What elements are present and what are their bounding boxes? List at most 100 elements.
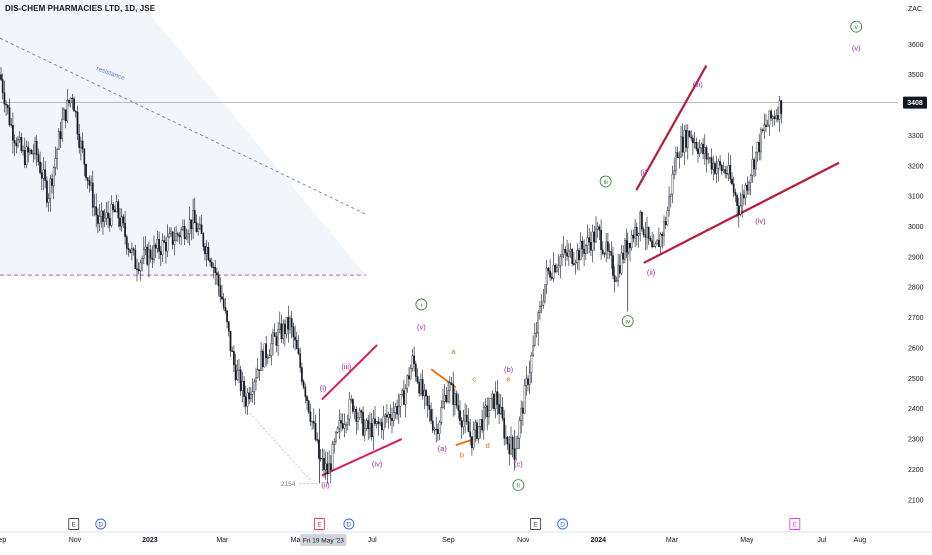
dividend-marker[interactable] xyxy=(95,518,107,530)
candle-body xyxy=(98,216,101,224)
candle-body xyxy=(736,195,738,206)
dividend-marker[interactable] xyxy=(557,518,569,530)
candle-body xyxy=(573,263,575,265)
candle-body xyxy=(743,194,745,199)
currency-label: ZAC xyxy=(908,6,922,13)
candle-body xyxy=(690,136,693,139)
wave-label: (i) xyxy=(640,168,647,177)
candle-body xyxy=(83,148,86,165)
candle-body xyxy=(95,206,98,216)
candle-body xyxy=(112,204,115,211)
candle-body xyxy=(192,210,194,230)
candle-body xyxy=(270,343,273,357)
line-diagonal-2-lower xyxy=(643,161,840,264)
candle-body xyxy=(180,229,183,238)
candle-body xyxy=(703,147,706,154)
candle-body xyxy=(311,421,313,423)
line-wave-b-upper xyxy=(430,368,457,389)
candle-body xyxy=(46,180,48,203)
y-tick-label: 3200 xyxy=(908,163,924,170)
candle-body xyxy=(590,242,592,251)
wave-label: iii xyxy=(603,179,607,186)
candle-body xyxy=(533,333,536,346)
candle-body xyxy=(430,409,432,421)
candle-body xyxy=(476,422,478,439)
candle-body xyxy=(176,233,179,236)
candle-body xyxy=(678,156,681,158)
candle-body xyxy=(505,436,507,439)
candle-body xyxy=(693,142,696,144)
wave-label: (a) xyxy=(438,444,448,453)
candle-body xyxy=(760,129,762,153)
candle-body xyxy=(51,178,53,186)
candle-body xyxy=(265,343,268,358)
candle-body xyxy=(637,233,640,236)
candle-body xyxy=(656,239,659,245)
candle-body xyxy=(188,219,191,234)
candle-body xyxy=(343,424,346,429)
candle-body xyxy=(557,265,560,269)
candle-body xyxy=(516,437,519,450)
earnings-marker[interactable] xyxy=(530,518,542,530)
candle-body xyxy=(686,130,689,148)
candle-body xyxy=(3,92,6,105)
candle-body xyxy=(471,436,473,448)
candle-body xyxy=(581,241,584,250)
candle-body xyxy=(622,252,625,260)
candle-body xyxy=(761,129,764,131)
candle-body xyxy=(268,355,271,358)
candle-body xyxy=(352,399,354,412)
dividend-marker[interactable] xyxy=(343,518,355,530)
candle-body xyxy=(74,111,77,113)
candle-body xyxy=(666,210,669,226)
candle-body xyxy=(435,428,438,431)
x-tick-label: Jul xyxy=(817,537,826,544)
candle-body xyxy=(522,407,524,414)
candle-body xyxy=(119,217,121,227)
wave-label: e xyxy=(506,374,510,383)
candle-body xyxy=(289,318,291,330)
candle-body xyxy=(641,211,643,230)
candle-body xyxy=(717,161,720,169)
candle-body xyxy=(474,422,477,431)
candle-body xyxy=(93,206,96,208)
candle-body xyxy=(771,116,774,119)
candle-body xyxy=(294,336,296,341)
candle-body xyxy=(8,107,11,125)
candle-body xyxy=(120,216,123,227)
candle-body xyxy=(314,423,317,440)
x-axis: Sep Nov 2023 Mar May Jul Sep Nov 2024 Mar May Jul Au… xyxy=(0,531,932,546)
earnings-marker[interactable] xyxy=(313,518,325,530)
candle-body xyxy=(277,329,279,346)
earnings-marker[interactable] xyxy=(68,518,80,530)
candle-body xyxy=(239,369,242,391)
candle-body xyxy=(380,422,383,431)
candle-body xyxy=(537,312,540,334)
candle-body xyxy=(518,420,521,439)
candle-body xyxy=(136,268,138,270)
candle-body xyxy=(187,233,189,238)
candle-body xyxy=(709,157,711,159)
wave-label: iv xyxy=(625,319,630,326)
candle-body xyxy=(488,410,490,417)
candle-body xyxy=(243,380,245,397)
candle-body xyxy=(148,249,150,265)
candle-body xyxy=(649,238,652,242)
candle-body xyxy=(481,419,483,431)
candle-body xyxy=(117,201,120,219)
candle-body xyxy=(295,339,298,349)
candle-body xyxy=(600,229,602,251)
candle-body xyxy=(450,382,453,385)
candle-body xyxy=(341,423,344,429)
candle-body xyxy=(108,217,111,226)
candle-body xyxy=(661,233,664,236)
candle-body xyxy=(697,148,699,154)
earnings-marker[interactable] xyxy=(789,518,801,530)
candle-body xyxy=(542,300,545,306)
candle-body xyxy=(222,298,225,308)
candle-body xyxy=(535,332,538,334)
candle-body xyxy=(323,458,325,471)
